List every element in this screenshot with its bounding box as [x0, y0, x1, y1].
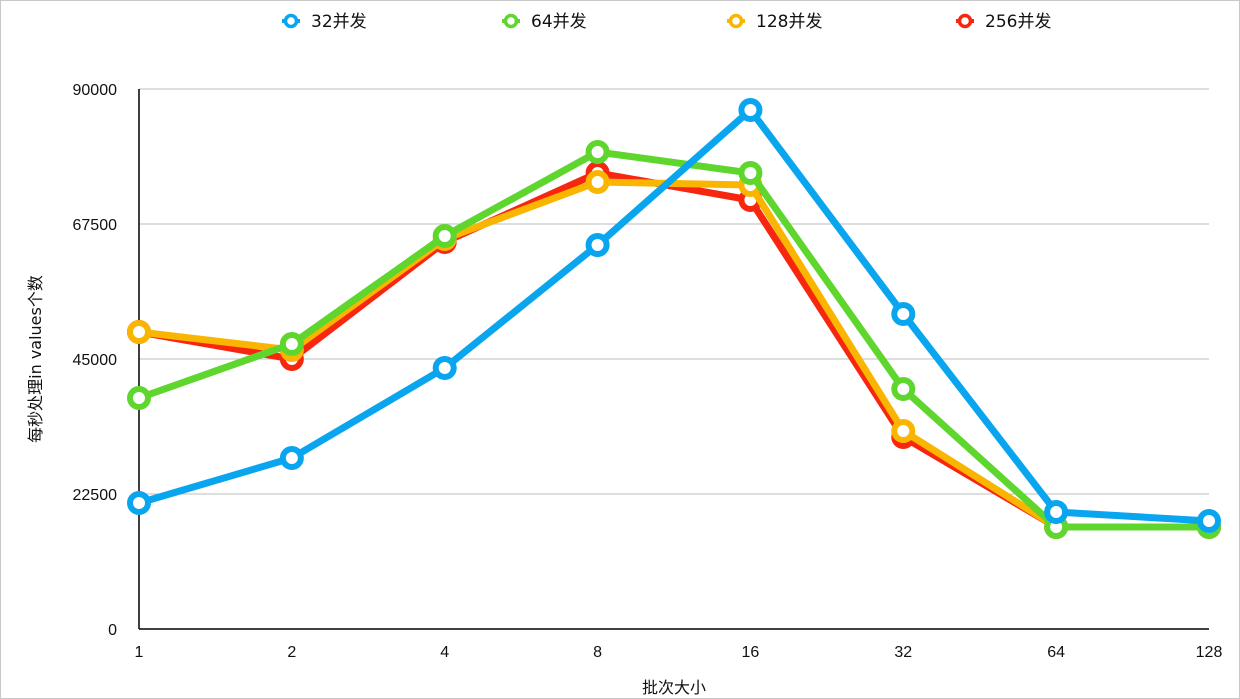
- legend-label: 128并发: [756, 12, 822, 32]
- data-point: [585, 233, 610, 257]
- data-point: [432, 224, 457, 248]
- y-tick-labels: 0 22500 45000 67500 90000: [73, 82, 118, 639]
- data-point: [738, 98, 763, 122]
- data-point: [738, 161, 763, 185]
- legend-swatch-marker: [283, 13, 299, 29]
- y-axis-title: 每秒处理in values个数: [26, 275, 45, 443]
- legend-label: 32并发: [311, 12, 367, 32]
- data-point: [127, 491, 151, 515]
- y-tick-label: 0: [108, 622, 117, 639]
- legend-label: 64并发: [531, 12, 587, 32]
- x-tick-label: 32: [894, 644, 912, 661]
- legend-label: 256并发: [985, 12, 1051, 32]
- data-point: [127, 320, 151, 344]
- data-point: [585, 170, 610, 194]
- data-point: [891, 377, 916, 401]
- data-point: [585, 140, 610, 164]
- series-line: [135, 106, 1213, 525]
- legend-swatch-marker: [728, 13, 744, 29]
- series-line: [135, 148, 1213, 531]
- data-point: [891, 302, 916, 326]
- series-0: [127, 98, 1221, 533]
- series-1: [127, 140, 1221, 539]
- x-tick-label: 4: [440, 644, 449, 661]
- legend-swatch-marker: [957, 13, 973, 29]
- x-tick-label: 2: [287, 644, 296, 661]
- x-tick-label: 128: [1196, 644, 1223, 661]
- data-point: [279, 332, 304, 356]
- series-line: [135, 178, 1213, 531]
- grid-lines: [139, 88, 1209, 495]
- data-point: [127, 386, 151, 410]
- legend-item: 32并发: [282, 12, 367, 32]
- x-tick-labels: 1 2 4 8 16 32 64 128: [135, 644, 1223, 661]
- x-axis-title: 批次大小: [642, 678, 706, 697]
- y-tick-label: 45000: [73, 352, 118, 369]
- x-tick-label: 64: [1047, 644, 1065, 661]
- legend-item: 256并发: [956, 12, 1051, 32]
- data-point: [1044, 500, 1069, 524]
- data-point: [279, 446, 304, 470]
- legend: 32并发 64并发 128并发 256并发: [282, 12, 1051, 32]
- x-tick-label: 16: [742, 644, 760, 661]
- legend-item: 64并发: [502, 12, 587, 32]
- legend-swatch-marker: [503, 13, 519, 29]
- x-tick-label: 8: [593, 644, 602, 661]
- legend-item: 128并发: [727, 12, 822, 32]
- y-tick-label: 22500: [73, 487, 118, 504]
- axes: [138, 89, 1209, 630]
- data-point: [891, 419, 916, 443]
- series-group: [127, 98, 1221, 539]
- y-tick-label: 67500: [73, 217, 118, 234]
- data-point: [432, 356, 457, 380]
- data-point: [1197, 509, 1221, 533]
- x-tick-label: 1: [135, 644, 144, 661]
- y-tick-label: 90000: [73, 82, 118, 99]
